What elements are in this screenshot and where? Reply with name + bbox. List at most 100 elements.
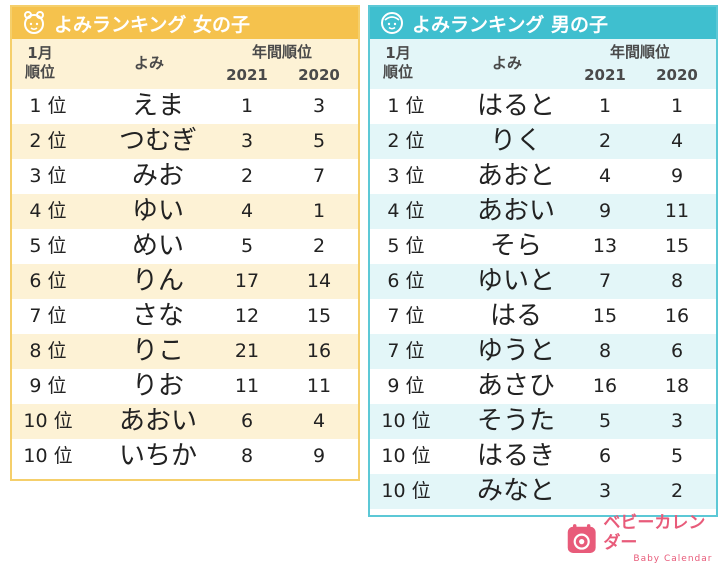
yomi-cell: ゆいと [476,266,555,296]
yomi-cell: はると [476,91,555,121]
rank-cell: 9 位 [29,375,67,397]
rank-2021-cell: 11 [234,375,260,397]
rank-2021-cell: 6 [598,445,612,467]
yomi-header: よみ [133,54,164,72]
table-row: 4 位 ゆい 4 1 [12,194,358,229]
yomi-cell: さな [131,301,184,331]
rank-cell: 10 位 [381,410,431,432]
rank-cell: 2 位 [387,130,425,152]
yomi-cell: あおい [118,406,197,436]
rank-2021-cell: 2 [240,165,254,187]
yomi-cell: みお [131,161,184,191]
year-2020-header: 2020 [298,66,340,84]
rank-2021-cell: 16 [592,375,618,397]
rank-2021-cell: 17 [234,270,260,292]
year-2021-header: 2021 [226,66,268,84]
boys-title-bar: よみランキング 男の子 [370,7,716,39]
baby-calendar-logo-icon [567,524,596,553]
rank-cell: 7 位 [29,305,67,327]
rank-2020-cell: 5 [670,445,684,467]
table-row: 7 位 ゆうと 8 6 [370,334,716,369]
rank-2021-cell: 9 [598,200,612,222]
rank-2020-cell: 9 [670,165,684,187]
yomi-cell: りん [131,266,184,296]
rank-2021-cell: 8 [240,445,254,467]
logo-subtitle: Baby Calendar [633,554,713,564]
year-2021-header: 2021 [584,66,626,84]
table-row: 7 位 はる 15 16 [370,299,716,334]
yomi-cell: そうた [476,406,555,436]
rank-2020-cell: 2 [670,480,684,502]
yomi-cell: あさひ [476,371,555,401]
month-rank-header: 1月 順位 [382,44,413,81]
rank-2020-cell: 7 [312,165,326,187]
table-row: 8 位 りこ 21 16 [12,334,358,369]
girls-title: よみランキング 女の子 [54,13,251,36]
table-row: 9 位 あさひ 16 18 [370,369,716,404]
yomi-header: よみ [491,54,522,72]
rank-2021-cell: 1 [598,95,612,117]
yomi-cell: えま [131,91,184,121]
yomi-cell: ゆい [131,196,184,226]
rank-2020-cell: 4 [312,410,326,432]
table-row: 10 位 あおい 6 4 [12,404,358,439]
rank-2020-cell: 2 [312,235,326,257]
table-row: 2 位 りく 2 4 [370,124,716,159]
rank-cell: 7 位 [387,305,425,327]
rank-2020-cell: 1 [670,95,684,117]
baby-calendar-logo[interactable]: ベビーカレンダー Baby Calendar [566,513,722,564]
yomi-cell: あおと [476,161,555,191]
rank-2021-cell: 7 [598,270,612,292]
boys-rows: 1 位はると 1 1 2 位りく 2 4 3 位あおと 4 9 4 位あおい 9 11 5 位そら 13 1… [370,89,716,509]
rank-cell: 3 位 [29,165,67,187]
rank-cell: 5 位 [29,235,67,257]
girls-title-bar: よみランキング 女の子 [12,7,358,39]
rank-2020-cell: 15 [664,235,690,257]
table-row: 6 位 りん 17 14 [12,264,358,299]
yomi-cell: つむぎ [118,126,197,156]
boys-header-row: 1月 順位 よみ 年間順位 2021 2020 [370,39,716,89]
rank-cell: 2 位 [29,130,67,152]
girls-rows: 1 位えま 1 3 2 位つむぎ 3 5 3 位みお 2 7 4 位ゆい 4 1 5 位めい 5 2 6 位り… [12,89,358,474]
rank-2020-cell: 14 [306,270,332,292]
rank-2020-cell: 4 [670,130,684,152]
table-row: 7 位 さな 12 15 [12,299,358,334]
boy-face-icon [381,12,403,34]
table-row: 10 位 はるき 6 5 [370,439,716,474]
rank-2021-cell: 15 [592,305,618,327]
rank-2021-cell: 1 [240,95,254,117]
rank-2021-cell: 4 [598,165,612,187]
rank-2021-cell: 12 [234,305,260,327]
rank-cell: 10 位 [23,445,73,467]
rank-2020-cell: 16 [664,305,690,327]
rank-cell: 6 位 [387,270,425,292]
rank-cell: 7 位 [387,340,425,362]
girl-face-icon [24,11,44,34]
rank-2020-cell: 8 [670,270,684,292]
rank-2021-cell: 13 [592,235,618,257]
rank-2021-cell: 6 [240,410,254,432]
girls-ranking-table: よみランキング 女の子 1月 順位 よみ 年間順位 2021 2020 1 位 えま… [10,5,360,481]
rank-2021-cell: 3 [598,480,612,502]
rank-2020-cell: 5 [312,130,326,152]
rank-2020-cell: 3 [312,95,326,117]
yomi-cell: みなと [476,476,555,506]
rank-2021-cell: 8 [598,340,612,362]
yomi-cell: りこ [131,336,184,366]
table-row: 6 位 ゆいと 7 8 [370,264,716,299]
rank-2020-cell: 6 [670,340,684,362]
table-row: 3 位 あおと 4 9 [370,159,716,194]
yomi-cell: はる [489,301,542,331]
rank-2020-cell: 18 [664,375,690,397]
rank-2021-cell: 3 [240,130,254,152]
annual-rank-header: 年間順位 [609,43,670,61]
annual-rank-header: 年間順位 [251,43,312,61]
rank-2020-cell: 16 [306,340,332,362]
rank-cell: 4 位 [387,200,425,222]
logo-wordmark: ベビーカレンダー [603,513,706,553]
rank-cell: 9 位 [387,375,425,397]
table-row: 4 位 あおい 9 11 [370,194,716,229]
boys-ranking-table: よみランキング 男の子 1月 順位 よみ 年間順位 2021 2020 1 位はる… [368,5,718,517]
rank-2020-cell: 15 [306,305,332,327]
rank-cell: 1 位 [29,95,67,117]
